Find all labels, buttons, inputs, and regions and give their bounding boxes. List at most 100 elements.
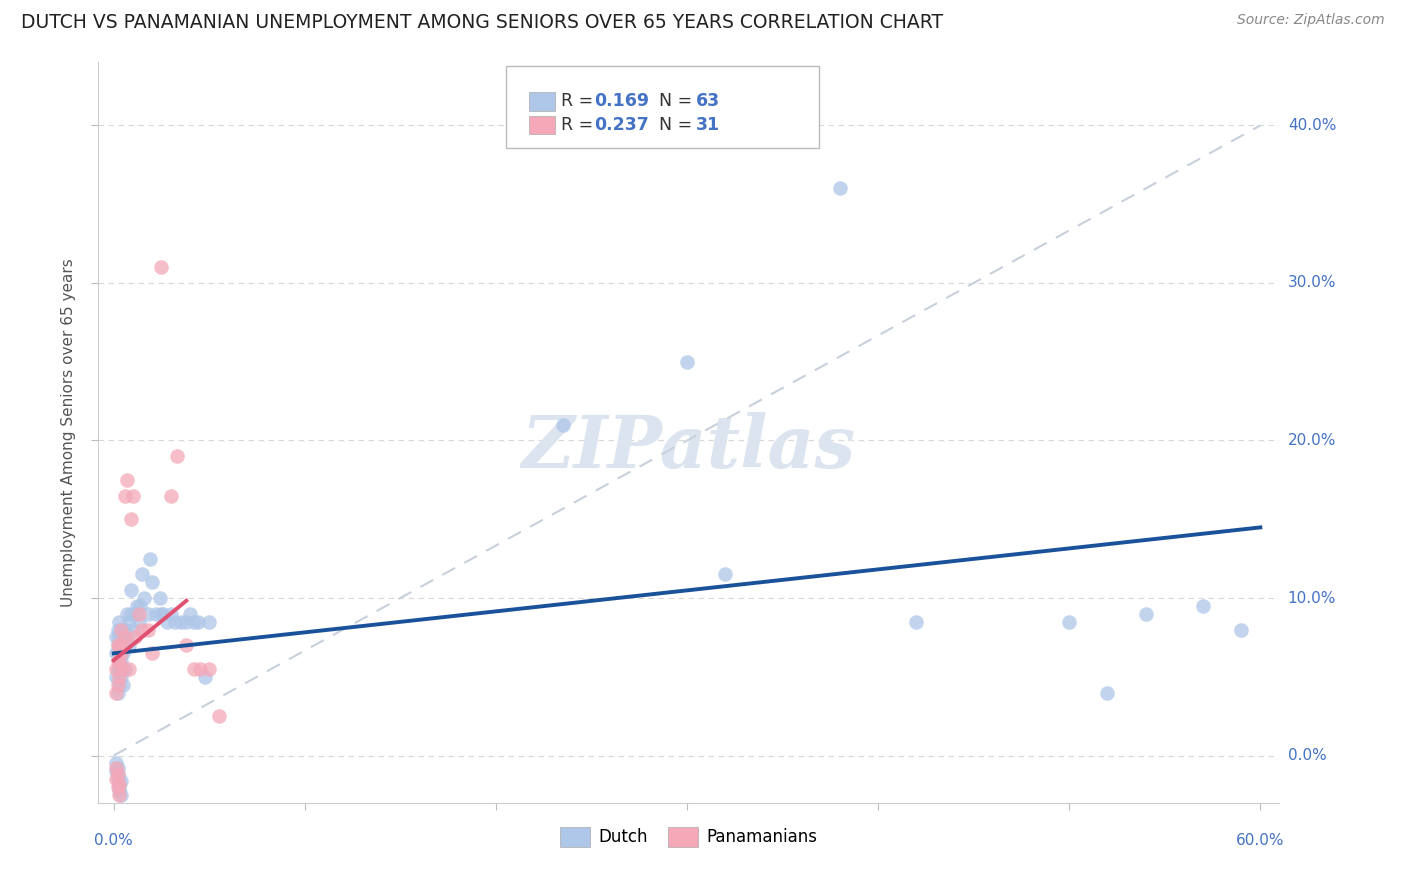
Point <box>110 623 132 637</box>
Text: 0.0%: 0.0% <box>94 833 134 848</box>
Text: 30.0%: 30.0% <box>1288 276 1336 291</box>
Point <box>110 654 132 668</box>
Point <box>118 662 141 676</box>
Point <box>115 607 138 621</box>
Point <box>108 638 131 652</box>
Point <box>107 685 129 699</box>
Point <box>136 623 159 637</box>
Point <box>110 646 132 660</box>
Point <box>828 181 851 195</box>
Point <box>110 788 132 802</box>
Point <box>1057 615 1080 629</box>
Point <box>110 773 132 788</box>
Point <box>183 662 205 676</box>
Point <box>169 615 191 629</box>
Point <box>176 638 198 652</box>
Point <box>141 646 163 660</box>
Point <box>112 662 135 676</box>
Text: R =: R = <box>561 116 599 134</box>
Point <box>112 646 135 660</box>
Text: R =: R = <box>561 92 599 110</box>
Point <box>124 607 146 621</box>
Point <box>110 623 132 637</box>
Point <box>136 607 159 621</box>
FancyBboxPatch shape <box>530 92 555 111</box>
FancyBboxPatch shape <box>530 116 555 135</box>
Point <box>131 567 153 582</box>
Point <box>121 489 143 503</box>
Point <box>114 489 136 503</box>
Point <box>107 772 129 787</box>
Point <box>108 678 131 692</box>
Point <box>108 780 131 794</box>
Point <box>118 615 141 629</box>
Point <box>187 615 209 629</box>
Point <box>104 670 127 684</box>
Point <box>108 631 131 645</box>
Point <box>141 575 163 590</box>
Point <box>108 783 131 797</box>
Point <box>139 551 162 566</box>
Point <box>118 638 141 652</box>
Point <box>104 772 127 787</box>
Text: DUTCH VS PANAMANIAN UNEMPLOYMENT AMONG SENIORS OVER 65 YEARS CORRELATION CHART: DUTCH VS PANAMANIAN UNEMPLOYMENT AMONG S… <box>21 13 943 32</box>
Point <box>128 607 150 621</box>
Point <box>108 777 131 791</box>
Point <box>198 662 221 676</box>
Text: ZIPatlas: ZIPatlas <box>522 412 856 483</box>
Point <box>198 615 221 629</box>
Point <box>112 623 135 637</box>
Text: 20.0%: 20.0% <box>1288 433 1336 448</box>
Point <box>114 623 136 637</box>
Point <box>108 615 131 629</box>
Point <box>208 709 231 723</box>
Point <box>183 615 205 629</box>
Point <box>107 767 129 781</box>
Text: 0.0%: 0.0% <box>1288 748 1326 763</box>
Point <box>120 607 142 621</box>
Point <box>110 670 132 684</box>
Text: N =: N = <box>648 116 697 134</box>
Point <box>104 764 127 779</box>
Point <box>129 599 152 613</box>
Point <box>108 788 131 802</box>
Point <box>150 260 173 275</box>
Text: 31: 31 <box>696 116 720 134</box>
Point <box>114 638 136 652</box>
Legend: Dutch, Panamanians: Dutch, Panamanians <box>554 820 824 854</box>
Point <box>160 489 183 503</box>
Point <box>120 583 142 598</box>
Point <box>108 654 131 668</box>
Point <box>115 473 138 487</box>
Point <box>163 615 186 629</box>
Text: 60.0%: 60.0% <box>1236 833 1285 848</box>
Point <box>107 678 129 692</box>
Point <box>134 591 156 605</box>
Point <box>124 631 146 645</box>
Point <box>112 662 135 676</box>
Point <box>1135 607 1157 621</box>
Point <box>1230 623 1253 637</box>
Point <box>107 638 129 652</box>
Text: 40.0%: 40.0% <box>1288 118 1336 133</box>
Point <box>1097 685 1119 699</box>
Point <box>115 631 138 645</box>
Point <box>107 767 129 781</box>
Text: N =: N = <box>648 92 697 110</box>
Point <box>107 662 129 676</box>
Point <box>905 615 928 629</box>
Point <box>104 631 127 645</box>
Point <box>108 777 131 791</box>
Point <box>156 615 179 629</box>
Point <box>714 567 737 582</box>
Point <box>114 662 136 676</box>
Point <box>1192 599 1215 613</box>
Point <box>179 607 201 621</box>
Point <box>104 646 127 660</box>
Text: 0.169: 0.169 <box>595 92 650 110</box>
Point <box>108 662 131 676</box>
Point <box>107 780 129 794</box>
Point <box>107 623 129 637</box>
Point <box>166 449 188 463</box>
Point <box>104 756 127 771</box>
